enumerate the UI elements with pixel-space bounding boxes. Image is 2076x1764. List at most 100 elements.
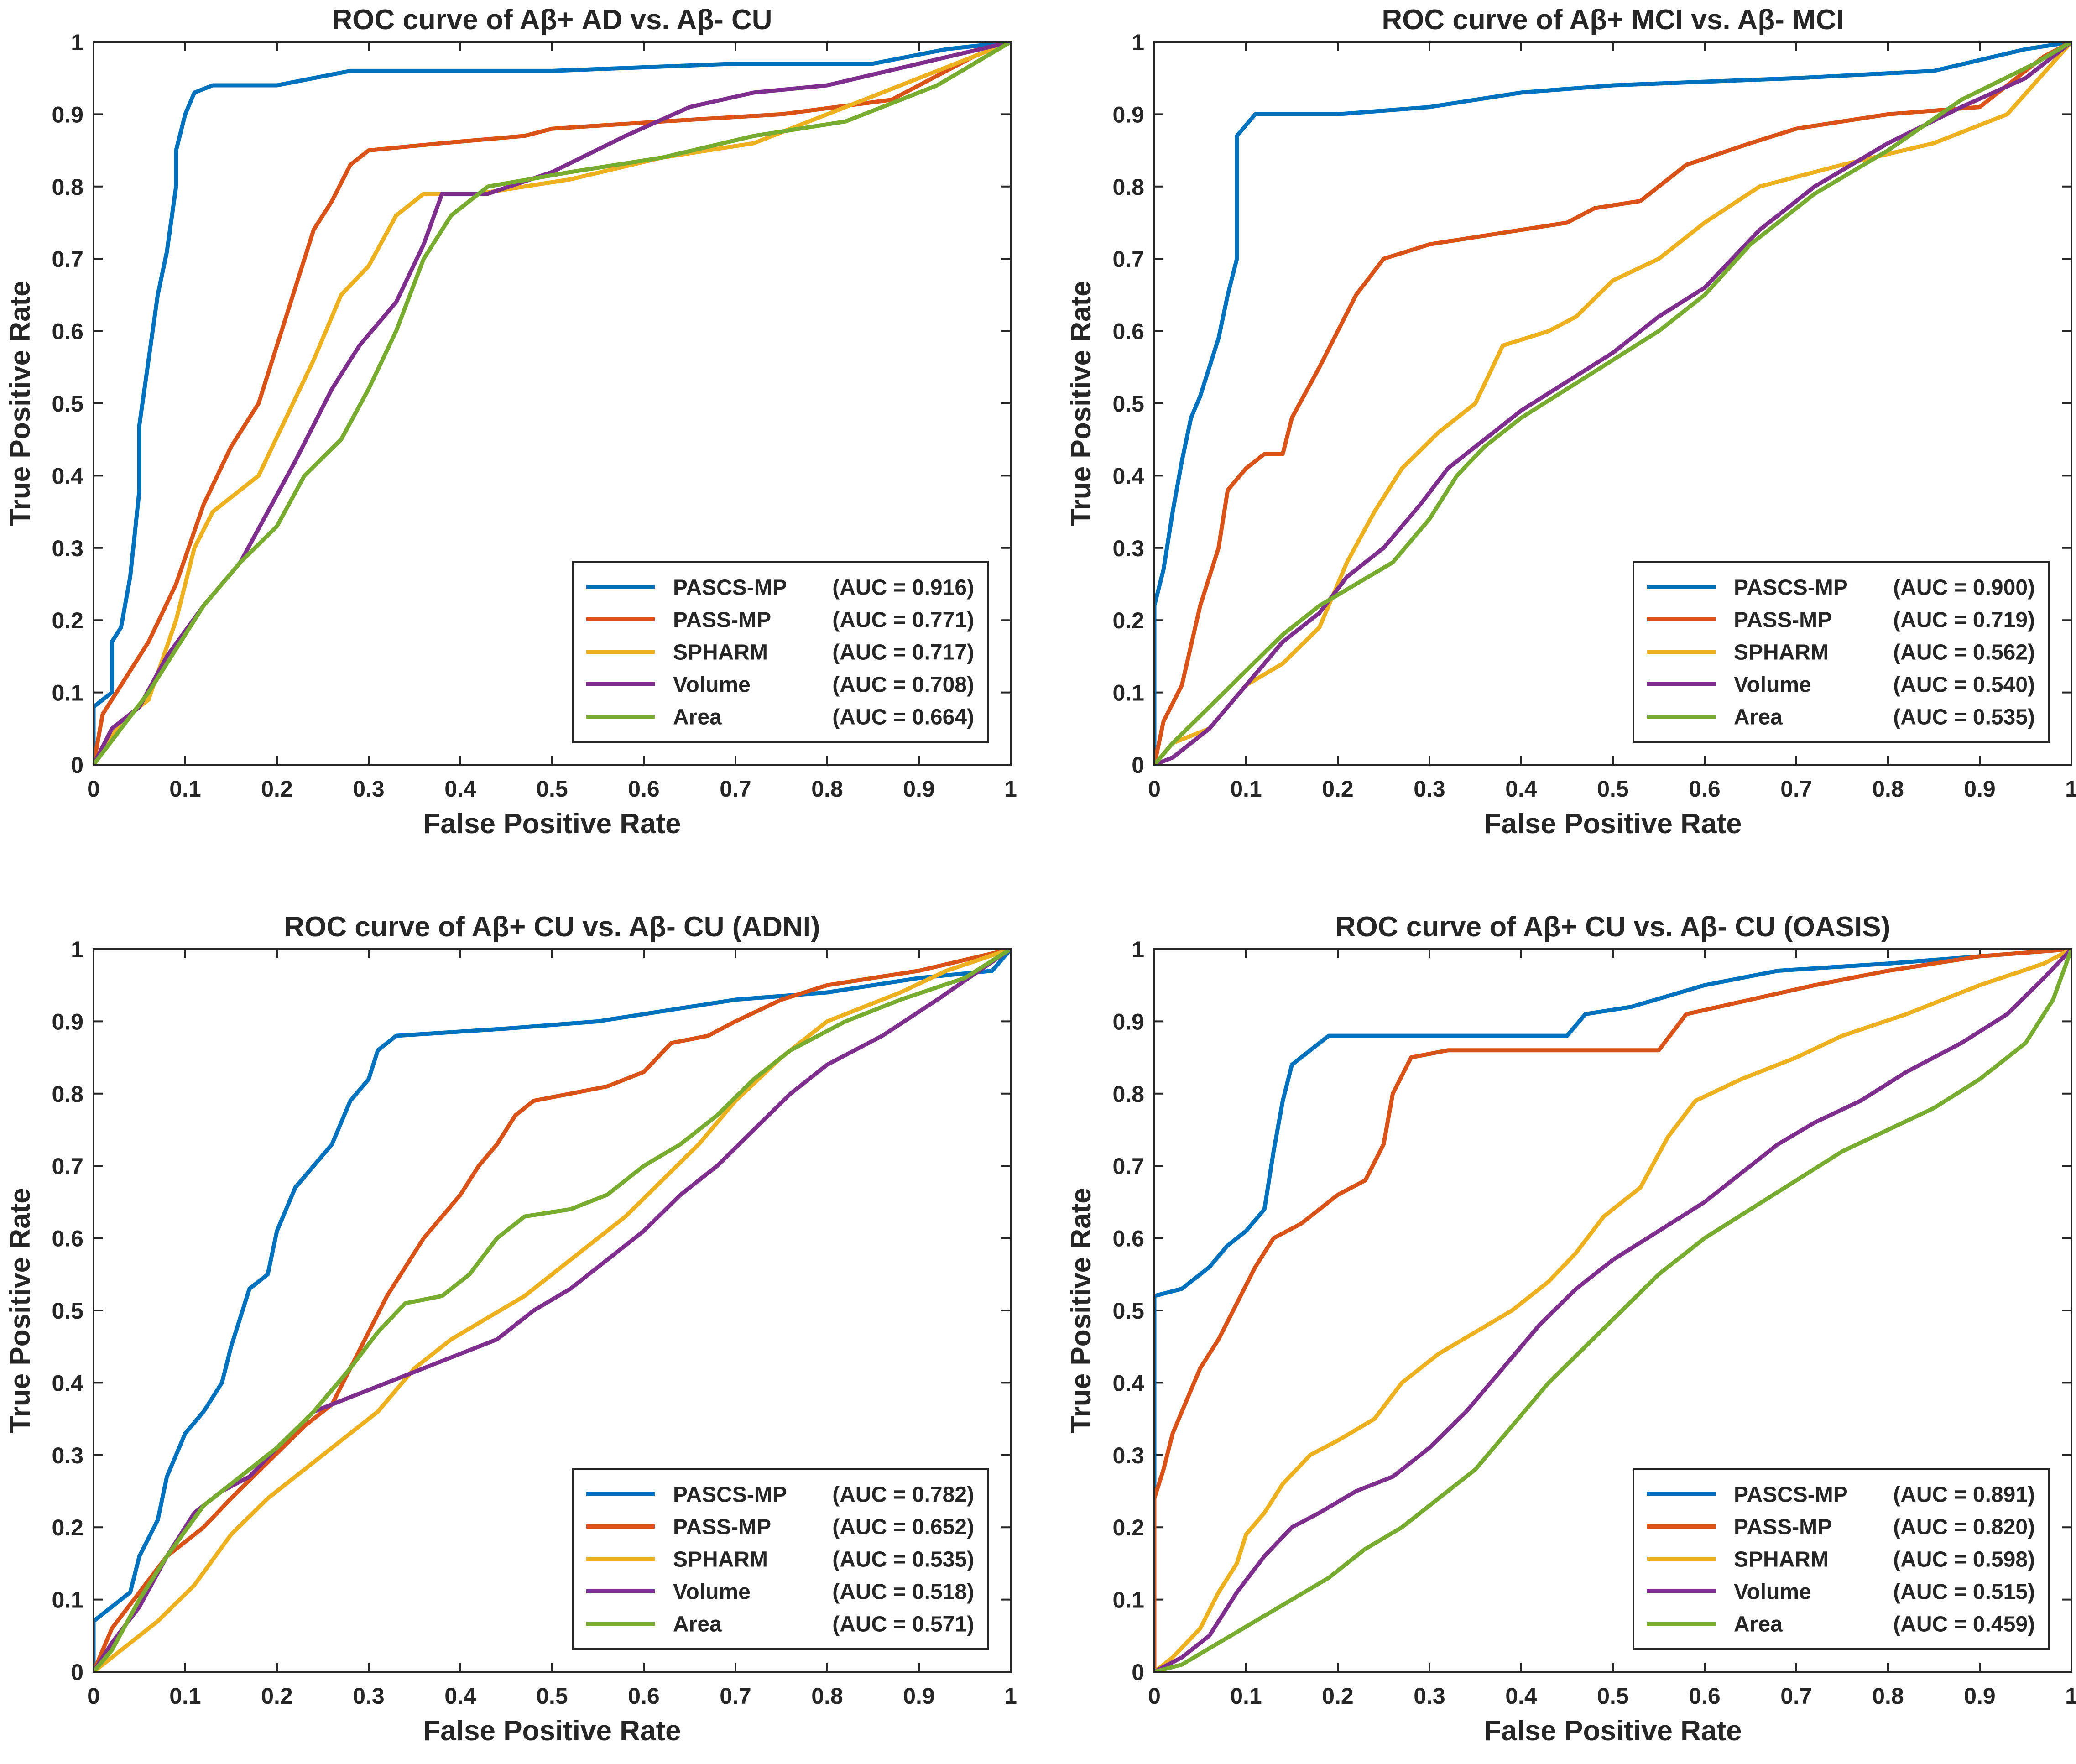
chart-2-legend-label-volume: Volume [1734,673,1811,697]
chart-2: ROC curve of Aβ+ MCI vs. Aβ- MCI 0 0.1 0.2 0… [1065,4,2076,840]
chart-3-xtick-label: 0.3 [353,1683,385,1709]
chart-3-legend-auc-pascs-mp: (AUC = 0.782) [832,1483,974,1507]
chart-4-legend: PASCS-MP (AUC = 0.891) PASS-MP (AUC = 0.820… [1633,1468,2050,1650]
chart-2-volume-curve [1154,42,2071,765]
chart-3-ytick-label: 0.1 [52,1587,83,1613]
chart-1-xtick-label: 0.1 [169,776,201,802]
chart-2-xtick-label: 0.1 [1230,776,1262,802]
chart-1-ytick-label: 0.9 [52,102,83,127]
chart-4-ytick-label: 0.9 [1112,1009,1144,1034]
chart-2-legend-auc-spharm: (AUC = 0.562) [1893,641,2035,665]
chart-2-xtick-label: 0.4 [1505,776,1537,802]
chart-4-xtick-label: 0.6 [1689,1683,1721,1709]
chart-4-legend-auc-pass-mp: (AUC = 0.820) [1893,1515,2035,1540]
chart-1-ylabel: True Positive Rate [5,281,36,526]
chart-1-curves [94,42,1011,765]
chart-2-legend-label-area: Area [1734,705,1783,730]
chart-4-ytick-label: 0.8 [1112,1081,1144,1107]
chart-1-xtick-label: 0 [87,776,100,802]
chart-3-ytick-label: 0.5 [52,1298,83,1324]
chart-2-xtick-label: 0.5 [1597,776,1629,802]
chart-2-xtick-label: 0.8 [1872,776,1904,802]
chart-1-ytick-label: 0.1 [52,680,83,706]
chart-1-legend-label-area: Area [673,705,722,730]
chart-3-legend-label-spharm: SPHARM [673,1548,768,1572]
chart-2-legend-label-pascs-mp: PASCS-MP [1734,576,1848,600]
chart-1-legend-auc-volume: (AUC = 0.708) [832,673,974,697]
chart-1-legend: PASCS-MP (AUC = 0.916) PASS-MP (AUC = 0.771… [572,561,989,743]
chart-3: ROC curve of Aβ+ CU vs. Aβ- CU (ADNI) 0 0.… [5,911,1017,1747]
chart-3-ylabel: True Positive Rate [5,1188,36,1433]
chart-3-ytick-label: 1 [71,937,83,962]
chart-4-legend-label-pascs-mp: PASCS-MP [1734,1483,1848,1507]
chart-4-ytick-label: 0.4 [1112,1370,1144,1396]
chart-1-xtick-label: 0.5 [536,776,568,802]
chart-2-pascs-mp-curve [1154,42,2071,765]
chart-2-ytick-label: 0.6 [1112,319,1144,344]
chart-2-area-curve [1154,42,2071,765]
chart-2-xtick-label: 0.2 [1322,776,1354,802]
chart-3-ytick-label: 0.2 [52,1515,83,1540]
chart-3-xtick-label: 0.8 [811,1683,843,1709]
chart-3-pascs-mp-curve [94,949,1011,1672]
chart-4: ROC curve of Aβ+ CU vs. Aβ- CU (OASIS)0 0… [1065,911,2076,1747]
chart-4-ylabel: True Positive Rate [1065,1188,1097,1433]
chart-2-xtick-label: 0.7 [1780,776,1812,802]
chart-3-title: ROC curve of Aβ+ CU vs. Aβ- CU (ADNI) [284,911,820,943]
chart-1-xtick-label: 0.3 [353,776,385,802]
chart-2-legend: PASCS-MP (AUC = 0.900) PASS-MP (AUC = 0.719… [1633,561,2050,743]
chart-1-ytick-label: 0.6 [52,319,83,344]
chart-1-xtick-label: 0.9 [903,776,935,802]
chart-4-xtick-label: 0.2 [1322,1683,1354,1709]
chart-4-volume-curve [1154,949,2071,1672]
chart-4-pass-mp-curve [1154,949,2071,1672]
chart-4-xtick-label: 0.4 [1505,1683,1537,1709]
chart-2-xlabel: False Positive Rate [1484,808,1742,840]
chart-4-ytick-label: 0.2 [1112,1515,1144,1540]
chart-1-ytick-label: 0.8 [52,174,83,200]
chart-4-xtick-label: 0.7 [1780,1683,1812,1709]
chart-1-legend-label-spharm: SPHARM [673,641,768,665]
chart-1-legend-label-pascs-mp: PASCS-MP [673,576,787,600]
chart-1-pass-mp-curve [94,42,1011,765]
chart-3-ytick-label: 0.4 [52,1370,83,1396]
chart-3-legend-label-volume: Volume [673,1580,751,1604]
chart-4-ytick-label: 0.1 [1112,1587,1144,1613]
chart-4-curves [1154,949,2071,1672]
chart-3-legend-auc-volume: (AUC = 0.518) [832,1580,974,1604]
chart-4-ytick-label: 1 [1132,937,1144,962]
chart-2-ytick-label: 0.5 [1112,391,1144,417]
chart-2-legend-auc-pass-mp: (AUC = 0.719) [1893,608,2035,632]
chart-1-xtick-label: 0.8 [811,776,843,802]
chart-3-xtick-label: 0.2 [261,1683,293,1709]
chart-4-xtick-label: 0.1 [1230,1683,1262,1709]
chart-3-legend: PASCS-MP (AUC = 0.782) PASS-MP (AUC = 0.652… [572,1468,989,1650]
chart-1-volume-curve [94,42,1011,765]
chart-2-axes-frame [1153,41,2072,766]
chart-4-legend-label-spharm: SPHARM [1734,1548,1829,1572]
chart-3-xtick-label: 1 [1004,1683,1017,1709]
chart-2-pass-mp-curve [1154,42,2071,765]
chart-3-curves [94,949,1011,1672]
chart-3-pass-mp-curve [94,949,1011,1672]
chart-2-xtick-label: 0.9 [1964,776,1996,802]
chart-3-ytick-label: 0.9 [52,1009,83,1034]
chart-4-legend-auc-pascs-mp: (AUC = 0.891) [1893,1483,2035,1507]
chart-1-legend-auc-area: (AUC = 0.664) [832,705,974,730]
chart-2-legend-auc-volume: (AUC = 0.540) [1893,673,2035,697]
chart-3-xtick-label: 0 [87,1683,100,1709]
chart-4-axes-frame [1153,948,2072,1673]
chart-1-ytick-label: 0.3 [52,536,83,561]
chart-1-pascs-mp-curve [94,42,1011,765]
chart-2-xtick-label: 1 [2065,776,2076,802]
chart-2-ytick-label: 0.9 [1112,102,1144,127]
chart-2-legend-auc-pascs-mp: (AUC = 0.900) [1893,576,2035,600]
chart-2-ytick-label: 0.2 [1112,608,1144,633]
chart-3-legend-auc-pass-mp: (AUC = 0.652) [832,1515,974,1540]
chart-4-xtick-label: 0.9 [1964,1683,1996,1709]
chart-2-xtick-label: 0 [1148,776,1161,802]
chart-3-xtick-label: 0.9 [903,1683,935,1709]
chart-1-ytick-label: 0.5 [52,391,83,417]
chart-1-legend-label-volume: Volume [673,673,751,697]
chart-3-legend-label-pascs-mp: PASCS-MP [673,1483,787,1507]
